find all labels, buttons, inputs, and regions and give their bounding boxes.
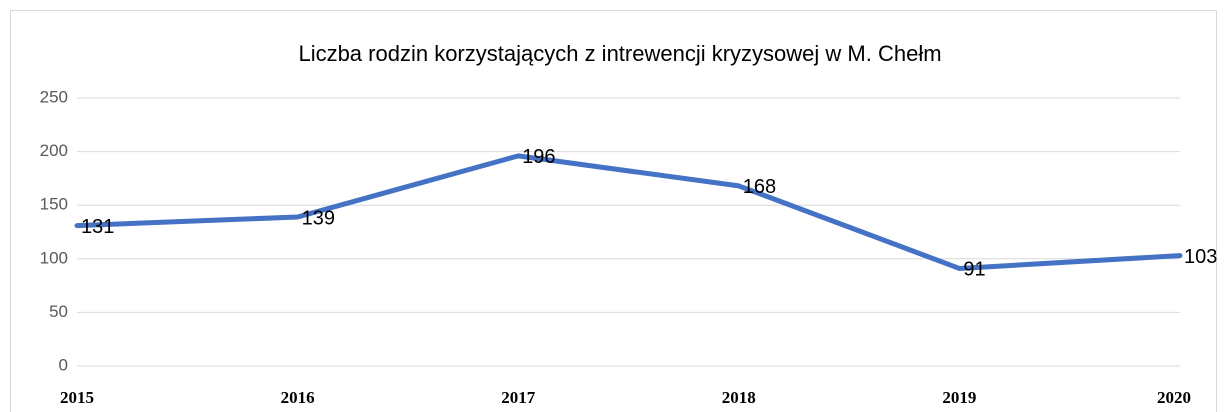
data-label: 103: [1184, 246, 1217, 268]
y-tick-label: 0: [59, 355, 68, 374]
y-tick-label: 150: [40, 195, 68, 214]
data-label: 168: [743, 176, 776, 198]
x-tick-label: 2019: [942, 388, 976, 407]
chart-title: Liczba rodzin korzystających z intrewenc…: [298, 41, 941, 66]
line-series: [74, 153, 1183, 271]
chart-border: [10, 10, 1217, 412]
data-label: 139: [302, 207, 335, 229]
y-tick-label: 100: [40, 248, 68, 267]
x-tick-label: 2015: [60, 388, 94, 407]
x-tick-label: 2016: [281, 388, 315, 407]
y-tick-label: 50: [49, 302, 68, 321]
x-tick-label: 2018: [722, 388, 756, 407]
y-tick-label: 200: [40, 141, 68, 160]
x-tick-label: 2020: [1157, 388, 1191, 407]
data-label: 131: [81, 216, 114, 238]
data-label: 91: [963, 259, 985, 281]
y-tick-label: 250: [40, 87, 68, 106]
x-tick-label: 2017: [501, 388, 536, 407]
data-label: 196: [522, 146, 555, 168]
